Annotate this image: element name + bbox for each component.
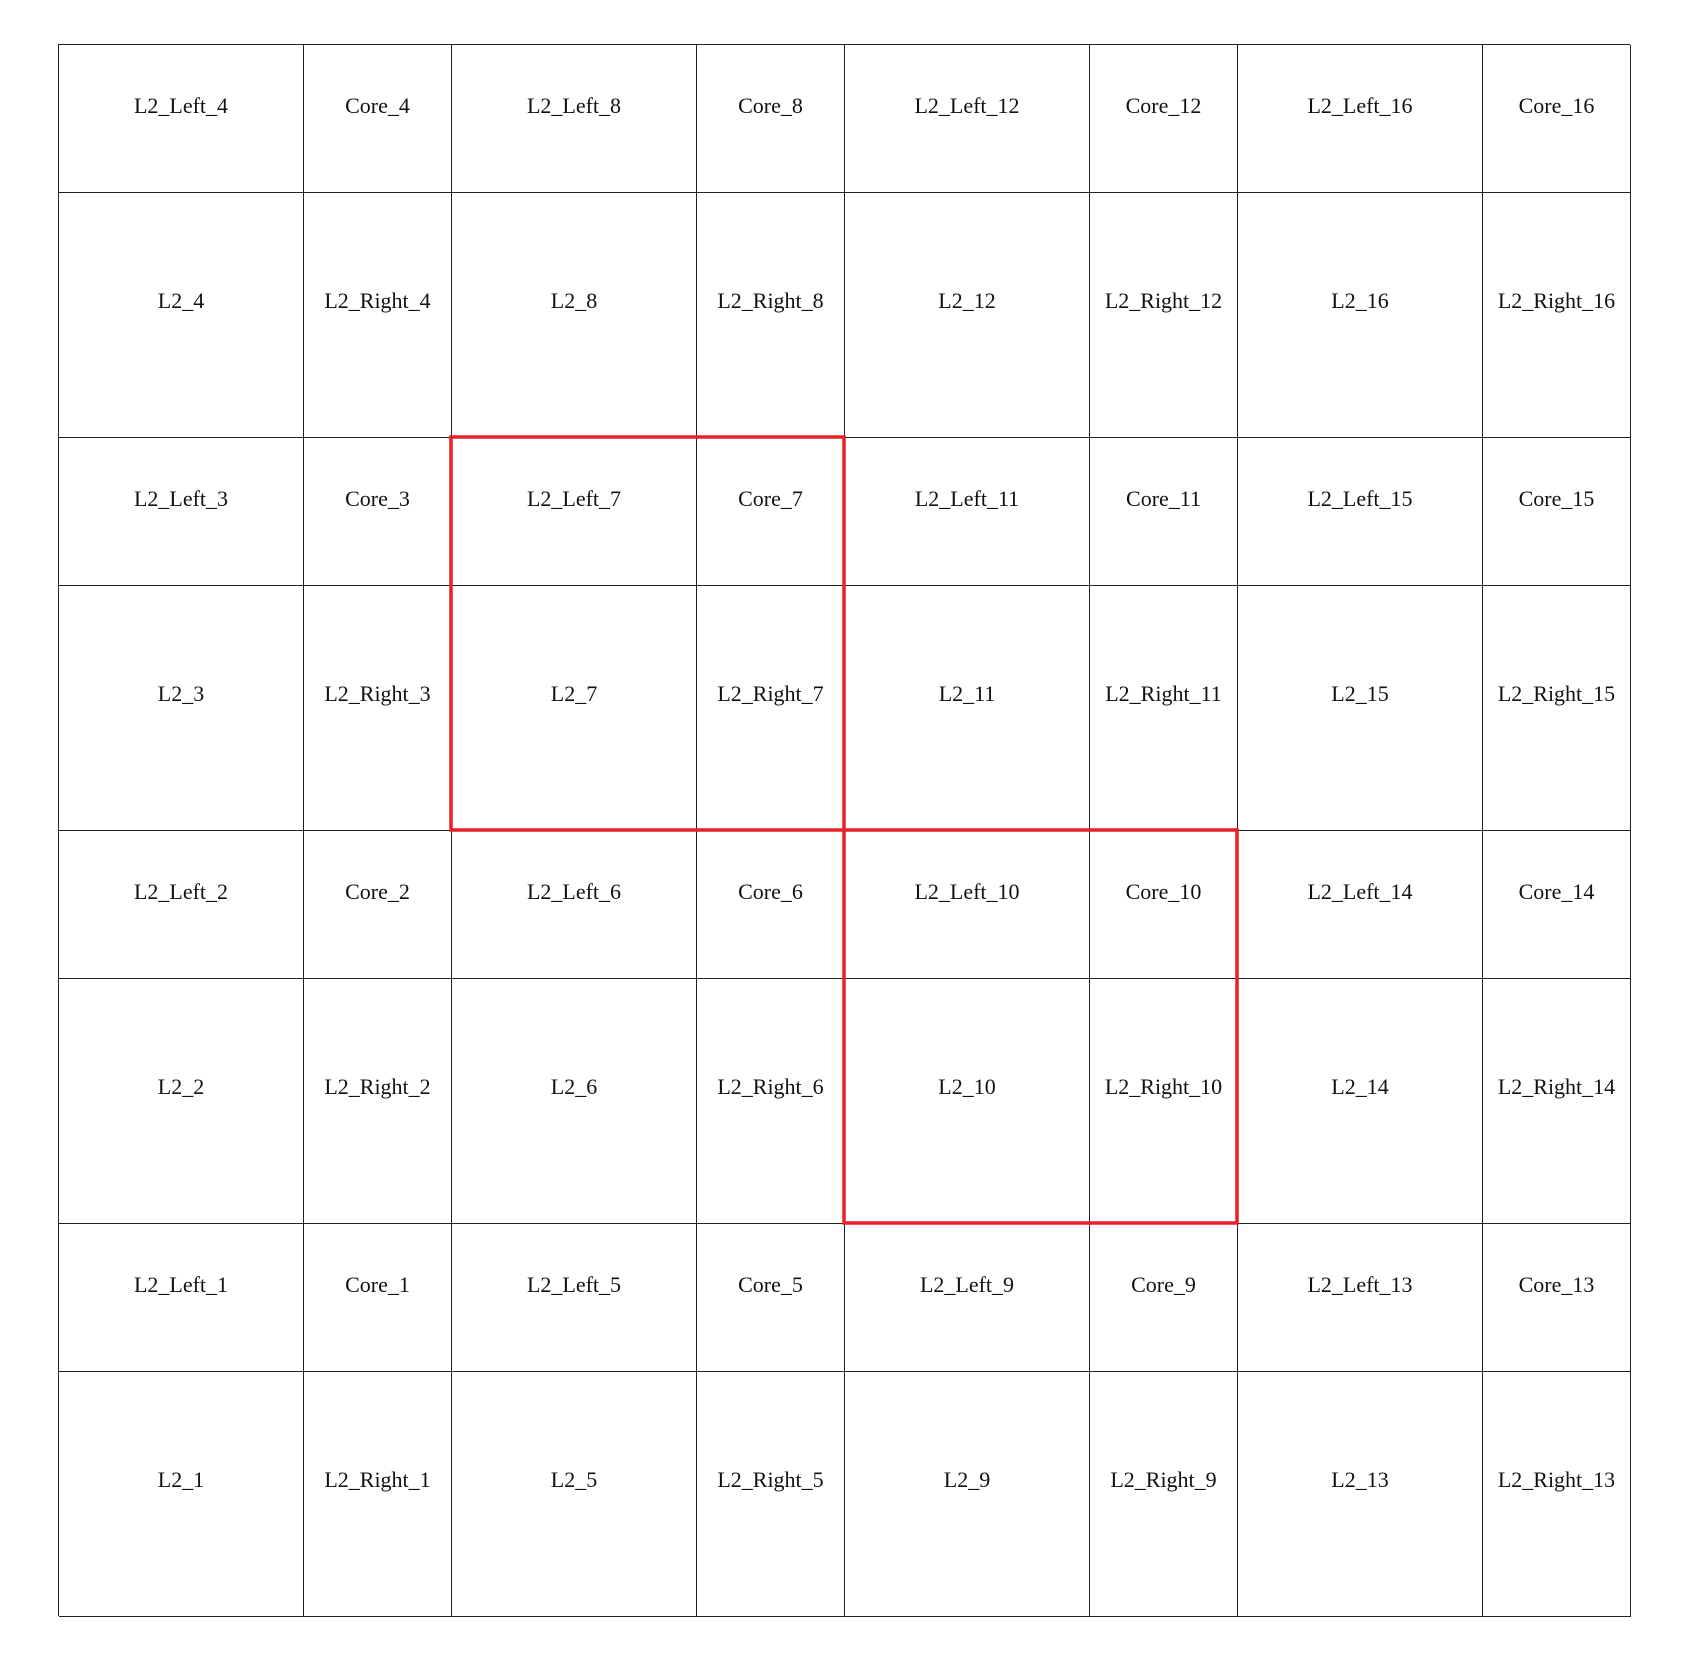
grid-cell: Core_1 bbox=[304, 1224, 452, 1372]
grid-cell: Core_5 bbox=[697, 1224, 845, 1372]
grid-cell: L2_Right_9 bbox=[1090, 1372, 1238, 1617]
grid-cell: L2_Right_8 bbox=[697, 193, 845, 438]
grid-cell: L2_9 bbox=[845, 1372, 1090, 1617]
grid-cell: L2_Left_15 bbox=[1238, 438, 1483, 586]
grid-cell: L2_12 bbox=[845, 193, 1090, 438]
tile-grid: L2_Left_4 Core_4 L2_Left_8 Core_8 L2_Left_12… bbox=[58, 44, 1631, 1617]
grid-cell: L2_16 bbox=[1238, 193, 1483, 438]
grid-cell: L2_Left_14 bbox=[1238, 831, 1483, 979]
grid-cell: L2_Right_10 bbox=[1090, 979, 1238, 1224]
grid-cell: Core_16 bbox=[1483, 45, 1631, 193]
grid-cell: L2_Left_7 bbox=[452, 438, 697, 586]
grid-cell: L2_Right_14 bbox=[1483, 979, 1631, 1224]
grid-cell: L2_Left_9 bbox=[845, 1224, 1090, 1372]
grid-cell: L2_Right_11 bbox=[1090, 586, 1238, 831]
grid-cell: Core_3 bbox=[304, 438, 452, 586]
grid-cell: L2_11 bbox=[845, 586, 1090, 831]
grid-cell: Core_10 bbox=[1090, 831, 1238, 979]
grid-cell: L2_Left_10 bbox=[845, 831, 1090, 979]
grid-cell: L2_Right_1 bbox=[304, 1372, 452, 1617]
grid-cell: L2_Left_11 bbox=[845, 438, 1090, 586]
grid-cell: L2_Left_6 bbox=[452, 831, 697, 979]
grid-cell: L2_Left_2 bbox=[59, 831, 304, 979]
grid-cell: L2_Right_3 bbox=[304, 586, 452, 831]
grid-cell: Core_11 bbox=[1090, 438, 1238, 586]
grid-cell: Core_6 bbox=[697, 831, 845, 979]
grid-cell: L2_Right_2 bbox=[304, 979, 452, 1224]
grid-cell: L2_3 bbox=[59, 586, 304, 831]
grid-cell: L2_6 bbox=[452, 979, 697, 1224]
grid-cell: L2_Right_13 bbox=[1483, 1372, 1631, 1617]
grid-cell: L2_Left_3 bbox=[59, 438, 304, 586]
grid-cell: Core_9 bbox=[1090, 1224, 1238, 1372]
grid-cell: Core_4 bbox=[304, 45, 452, 193]
grid-cell: L2_Left_13 bbox=[1238, 1224, 1483, 1372]
grid-cell: L2_Right_4 bbox=[304, 193, 452, 438]
grid-cell: Core_14 bbox=[1483, 831, 1631, 979]
grid-cell: L2_Right_5 bbox=[697, 1372, 845, 1617]
grid-cell: L2_4 bbox=[59, 193, 304, 438]
grid-cell: Core_7 bbox=[697, 438, 845, 586]
grid-cell: L2_Left_8 bbox=[452, 45, 697, 193]
grid-cell: L2_Left_16 bbox=[1238, 45, 1483, 193]
grid-cell: L2_Right_6 bbox=[697, 979, 845, 1224]
grid-cell: L2_Right_16 bbox=[1483, 193, 1631, 438]
grid-cell: L2_Left_5 bbox=[452, 1224, 697, 1372]
grid-cell: Core_13 bbox=[1483, 1224, 1631, 1372]
grid-cell: Core_8 bbox=[697, 45, 845, 193]
grid-cell: L2_Right_7 bbox=[697, 586, 845, 831]
grid-cell: L2_2 bbox=[59, 979, 304, 1224]
grid-cell: L2_Left_4 bbox=[59, 45, 304, 193]
grid-cell: L2_Left_1 bbox=[59, 1224, 304, 1372]
grid-cell: Core_15 bbox=[1483, 438, 1631, 586]
grid-cell: L2_15 bbox=[1238, 586, 1483, 831]
grid-cell: L2_10 bbox=[845, 979, 1090, 1224]
grid-cell: L2_14 bbox=[1238, 979, 1483, 1224]
grid-cell: L2_13 bbox=[1238, 1372, 1483, 1617]
grid-cell: L2_7 bbox=[452, 586, 697, 831]
grid-cell: Core_2 bbox=[304, 831, 452, 979]
grid-cell: Core_12 bbox=[1090, 45, 1238, 193]
grid-cell: L2_Right_12 bbox=[1090, 193, 1238, 438]
grid-cell: L2_Right_15 bbox=[1483, 586, 1631, 831]
grid-cell: L2_5 bbox=[452, 1372, 697, 1617]
grid-cell: L2_1 bbox=[59, 1372, 304, 1617]
grid-cell: L2_8 bbox=[452, 193, 697, 438]
grid-cell: L2_Left_12 bbox=[845, 45, 1090, 193]
